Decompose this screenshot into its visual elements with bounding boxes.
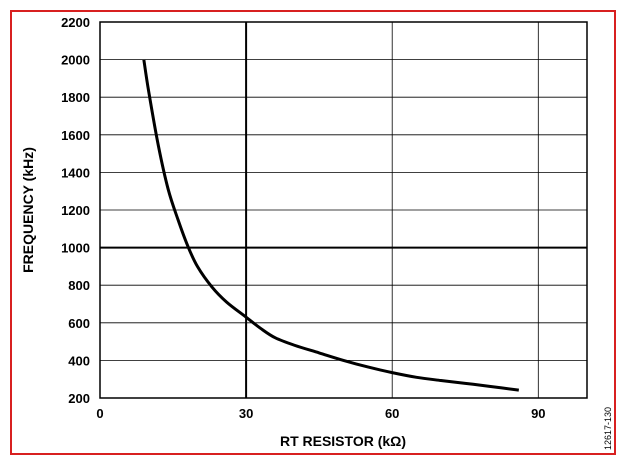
x-tick-label: 0 <box>96 406 103 421</box>
x-tick-labels: 0 30 60 90 <box>96 406 545 421</box>
frequency-curve <box>142 59 520 392</box>
y-tick-label: 1000 <box>61 241 90 256</box>
y-tick-label: 2200 <box>61 15 90 30</box>
y-tick-labels: 200 400 600 800 1000 1200 1400 1600 1800 2000 2200 <box>61 15 90 406</box>
x-tick-label: 90 <box>531 406 545 421</box>
y-tick-label: 200 <box>68 391 90 406</box>
y-axis-title: FREQUENCY (kHz) <box>20 147 36 273</box>
y-tick-label: 800 <box>68 278 90 293</box>
grid <box>100 22 587 398</box>
x-axis-title: RT RESISTOR (kΩ) <box>280 433 406 449</box>
y-tick-label: 1800 <box>61 90 90 105</box>
y-tick-label: 600 <box>68 316 90 331</box>
x-tick-label: 60 <box>385 406 399 421</box>
y-tick-label: 1400 <box>61 165 90 180</box>
figure-frame <box>10 10 616 455</box>
x-tick-label: 30 <box>239 406 253 421</box>
y-tick-label: 2000 <box>61 53 90 68</box>
figure-id: 12617-130 <box>603 407 613 450</box>
y-tick-label: 400 <box>68 353 90 368</box>
y-tick-label: 1600 <box>61 128 90 143</box>
plot-area <box>99 21 588 399</box>
y-tick-label: 1200 <box>61 203 90 218</box>
